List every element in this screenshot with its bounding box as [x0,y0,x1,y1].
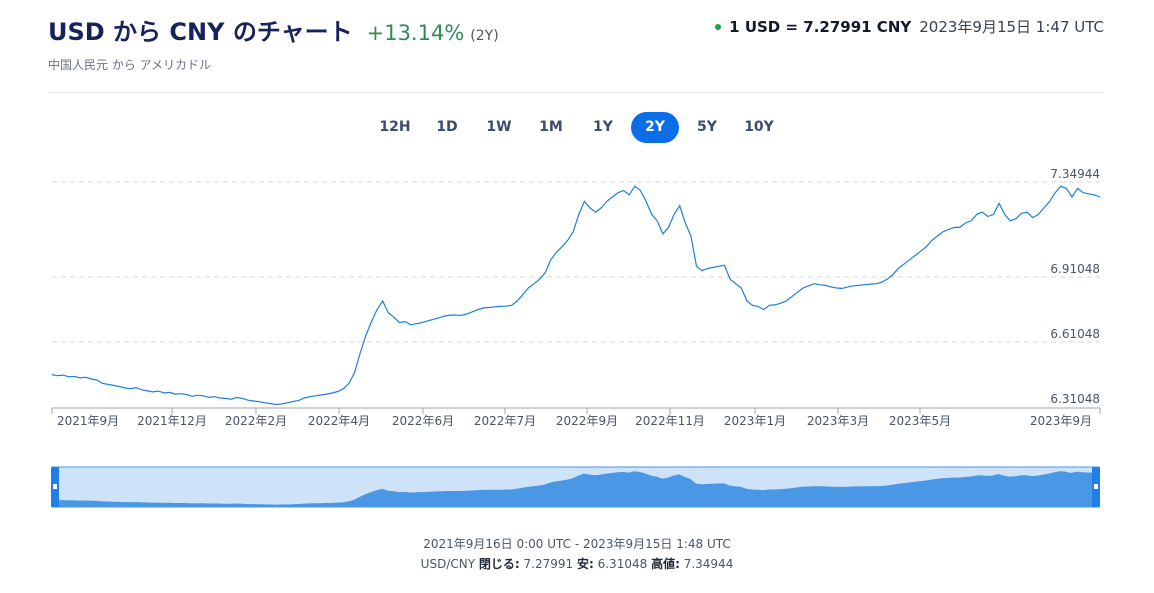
change-period: (2Y) [470,28,499,44]
low-label: 安: [576,557,594,571]
x-tick-label: 2023年3月 [807,414,869,428]
handle-grip-icon [53,484,57,489]
tab-1m[interactable]: 1M [539,119,563,135]
y-tick-label: 6.31048 [1050,392,1100,406]
y-axis-ticks: 7.34944 6.91048 6.61048 6.31048 [1050,167,1100,406]
tab-10y[interactable]: 10Y [744,119,774,135]
footer-stats: USD/CNY 閉じる: 7.27991 安: 6.31048 高値: 7.34… [0,555,1154,572]
footer-range: 2021年9月16日 0:00 UTC - 2023年9月15日 1:48 UT… [423,537,731,551]
x-tick-label: 2022年9月 [556,414,618,428]
handle-grip-icon [1094,484,1098,489]
x-tick-label: 2023年9月 [1030,414,1092,428]
rate-timestamp: 2023年9月15日 1:47 UTC [919,18,1104,36]
x-tick-label: 2022年7月 [474,414,536,428]
x-tick-label: 2021年12月 [137,414,207,428]
live-dot-icon [715,23,722,30]
timeframe-tabs: 12H 1D 1W 1M 1Y 2Y 5Y 10Y [0,112,1154,143]
close-value: 7.27991 [523,557,574,571]
range-navigator[interactable] [51,466,1100,508]
title-row: USD から CNY のチャート +13.14% (2Y) [48,12,499,47]
navigator-area [52,471,1099,507]
tab-12h[interactable]: 12H [379,119,411,135]
tab-2y[interactable]: 2Y [631,112,679,143]
page-subtitle: 中国人民元 から アメリカドル [48,58,212,72]
y-tick-label: 6.91048 [1050,262,1100,276]
low-value: 6.31048 [597,557,648,571]
y-tick-label: 6.61048 [1050,327,1100,341]
x-tick-label: 2022年11月 [635,414,705,428]
high-value: 7.34944 [683,557,734,571]
change-percent: +13.14% [366,21,465,45]
y-tick-label: 7.34944 [1050,167,1100,181]
x-tick-label: 2022年2月 [225,414,287,428]
high-label: 高値: [651,557,680,571]
tab-1d[interactable]: 1D [436,119,458,135]
x-tick-label: 2022年4月 [308,414,370,428]
tab-5y[interactable]: 5Y [697,119,717,135]
x-tick-label: 2022年6月 [392,414,454,428]
series-line [51,185,1101,406]
x-axis: 2021年9月 2021年12月 2022年2月 2022年4月 2022年6月 2022… [51,407,1101,428]
tab-1w[interactable]: 1W [486,119,512,135]
x-tick-label: 2021年9月 [57,414,119,428]
chart-grid [52,181,1100,343]
live-rate: 1 USD = 7.27991 CNY 2023年9月15日 1:47 UTC [715,16,1104,37]
close-label: 閉じる: [478,557,520,571]
page-title: USD から CNY のチャート [48,18,353,46]
rate-value: 1 USD = 7.27991 CNY [729,17,912,36]
x-tick-label: 2023年5月 [889,414,951,428]
tab-1y[interactable]: 1Y [593,119,613,135]
chart-header: USD から CNY のチャート +13.14% (2Y) 中国人民元 から ア… [48,12,1104,93]
footer-pair: USD/CNY [420,557,476,571]
x-tick-label: 2023年1月 [724,414,786,428]
